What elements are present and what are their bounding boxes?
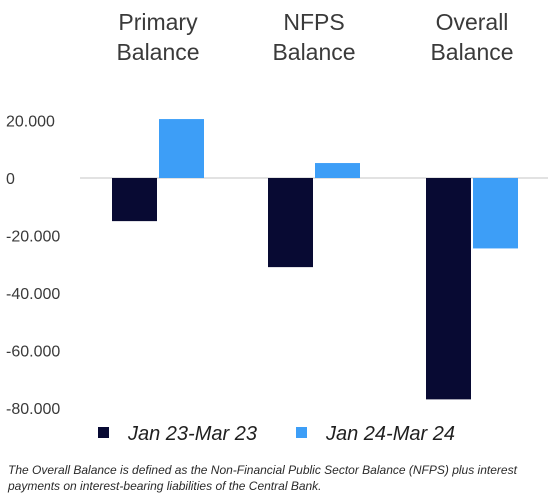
- legend-swatch: [98, 427, 109, 438]
- category-label: Balance: [116, 39, 199, 65]
- bar-series-1-0: [112, 178, 157, 222]
- category-labels: Primary Balance NFPS Balance Overall Balance: [116, 9, 513, 65]
- bars: [112, 119, 518, 400]
- y-tick-label: 20.000: [6, 114, 55, 131]
- y-tick-label: -20.000: [6, 229, 60, 246]
- bar-series-1-2: [426, 178, 471, 400]
- legend-label: Jan 23-Mar 23: [127, 423, 257, 445]
- category-label: Primary: [118, 9, 198, 35]
- category-label: Overall: [436, 9, 509, 35]
- legend-label: Jan 24-Mar 24: [325, 423, 455, 445]
- category-label: NFPS: [283, 9, 344, 35]
- bar-series-2-1: [315, 163, 360, 178]
- y-axis-tick-labels: 20.000 0 -20.000 -40.000 -60.000 -80.000: [6, 114, 60, 419]
- footnote: The Overall Balance is defined as the No…: [8, 463, 517, 493]
- y-tick-label: -80.000: [6, 401, 60, 418]
- category-label: Balance: [272, 39, 355, 65]
- bar-series-2-2: [473, 178, 518, 249]
- y-tick-label: -40.000: [6, 286, 60, 303]
- y-tick-label: -60.000: [6, 344, 60, 361]
- legend: Jan 23-Mar 23 Jan 24-Mar 24: [98, 423, 455, 445]
- legend-swatch: [296, 427, 307, 438]
- y-tick-label: 0: [6, 171, 15, 188]
- bar-series-1-1: [268, 178, 313, 268]
- bar-series-2-0: [159, 119, 204, 178]
- category-label: Balance: [430, 39, 513, 65]
